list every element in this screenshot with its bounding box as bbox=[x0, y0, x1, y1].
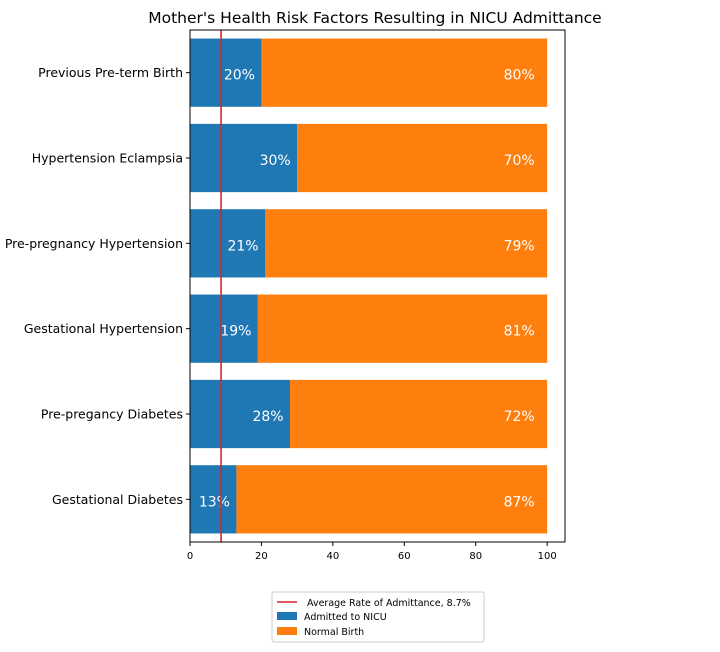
bar-normal-0 bbox=[261, 38, 548, 107]
bar-admitted-1 bbox=[190, 123, 298, 193]
bar-normal-2 bbox=[265, 209, 548, 278]
legend-label-series-1: Normal Birth bbox=[304, 627, 364, 638]
y-tick-label-3: Gestational Hypertension bbox=[24, 321, 183, 336]
bar-admitted-3 bbox=[190, 294, 258, 363]
data-label-admitted-1: 30% bbox=[260, 153, 291, 169]
bar-admitted-2 bbox=[190, 209, 265, 278]
x-tick-label-2: 40 bbox=[326, 551, 339, 562]
axes-layer: Previous Pre-term Birth Hypertension Ecla… bbox=[5, 29, 566, 562]
data-labels-layer: 20% 80% 30% 70% 21% 79% 19% 81% 28% 72% 13% 87% bbox=[199, 68, 535, 511]
chart-title: Mother's Health Risk Factors Resulting i… bbox=[148, 9, 601, 27]
legend-swatch-series-1 bbox=[277, 627, 297, 635]
legend: Average Rate of Admittance, 8.7% Admitted… bbox=[271, 591, 485, 643]
data-label-normal-4: 72% bbox=[504, 409, 535, 425]
x-tick-label-1: 20 bbox=[255, 551, 268, 562]
x-tick-label-0: 0 bbox=[187, 551, 193, 562]
y-tick-label-2: Pre-pregnancy Hypertension bbox=[5, 236, 183, 251]
bar-normal-4 bbox=[290, 379, 548, 449]
data-label-normal-1: 70% bbox=[504, 153, 535, 169]
data-label-normal-0: 80% bbox=[504, 68, 535, 84]
legend-label-series-0: Admitted to NICU bbox=[304, 612, 387, 623]
x-tick-label-5: 100 bbox=[538, 551, 557, 562]
data-label-admitted-3: 19% bbox=[220, 324, 251, 340]
bar-admitted-5 bbox=[190, 465, 237, 534]
bars-layer bbox=[190, 38, 548, 534]
data-label-admitted-2: 21% bbox=[227, 238, 258, 254]
legend-label-average-line: Average Rate of Admittance, 8.7% bbox=[307, 598, 471, 609]
y-tick-label-1: Hypertension Eclampsia bbox=[32, 151, 183, 166]
bar-normal-5 bbox=[236, 465, 548, 534]
legend-swatch-series-0 bbox=[277, 612, 297, 620]
data-label-normal-3: 81% bbox=[504, 324, 535, 340]
y-tick-label-5: Gestational Diabetes bbox=[52, 492, 183, 507]
bar-admitted-0 bbox=[190, 38, 262, 107]
legend-box bbox=[271, 591, 485, 643]
x-tick-label-3: 60 bbox=[398, 551, 411, 562]
y-tick-label-4: Pre-pregancy Diabetes bbox=[41, 407, 183, 422]
data-label-admitted-4: 28% bbox=[252, 409, 283, 425]
bar-admitted-4 bbox=[190, 379, 290, 449]
data-label-admitted-0: 20% bbox=[224, 68, 255, 84]
data-label-admitted-5: 13% bbox=[199, 494, 230, 510]
x-tick-label-4: 80 bbox=[469, 551, 482, 562]
bar-normal-1 bbox=[297, 123, 548, 193]
y-tick-label-0: Previous Pre-term Birth bbox=[38, 65, 183, 80]
data-label-normal-2: 79% bbox=[504, 238, 535, 254]
plot-frame bbox=[189, 29, 566, 543]
bar-normal-3 bbox=[257, 294, 548, 363]
data-label-normal-5: 87% bbox=[504, 494, 535, 510]
